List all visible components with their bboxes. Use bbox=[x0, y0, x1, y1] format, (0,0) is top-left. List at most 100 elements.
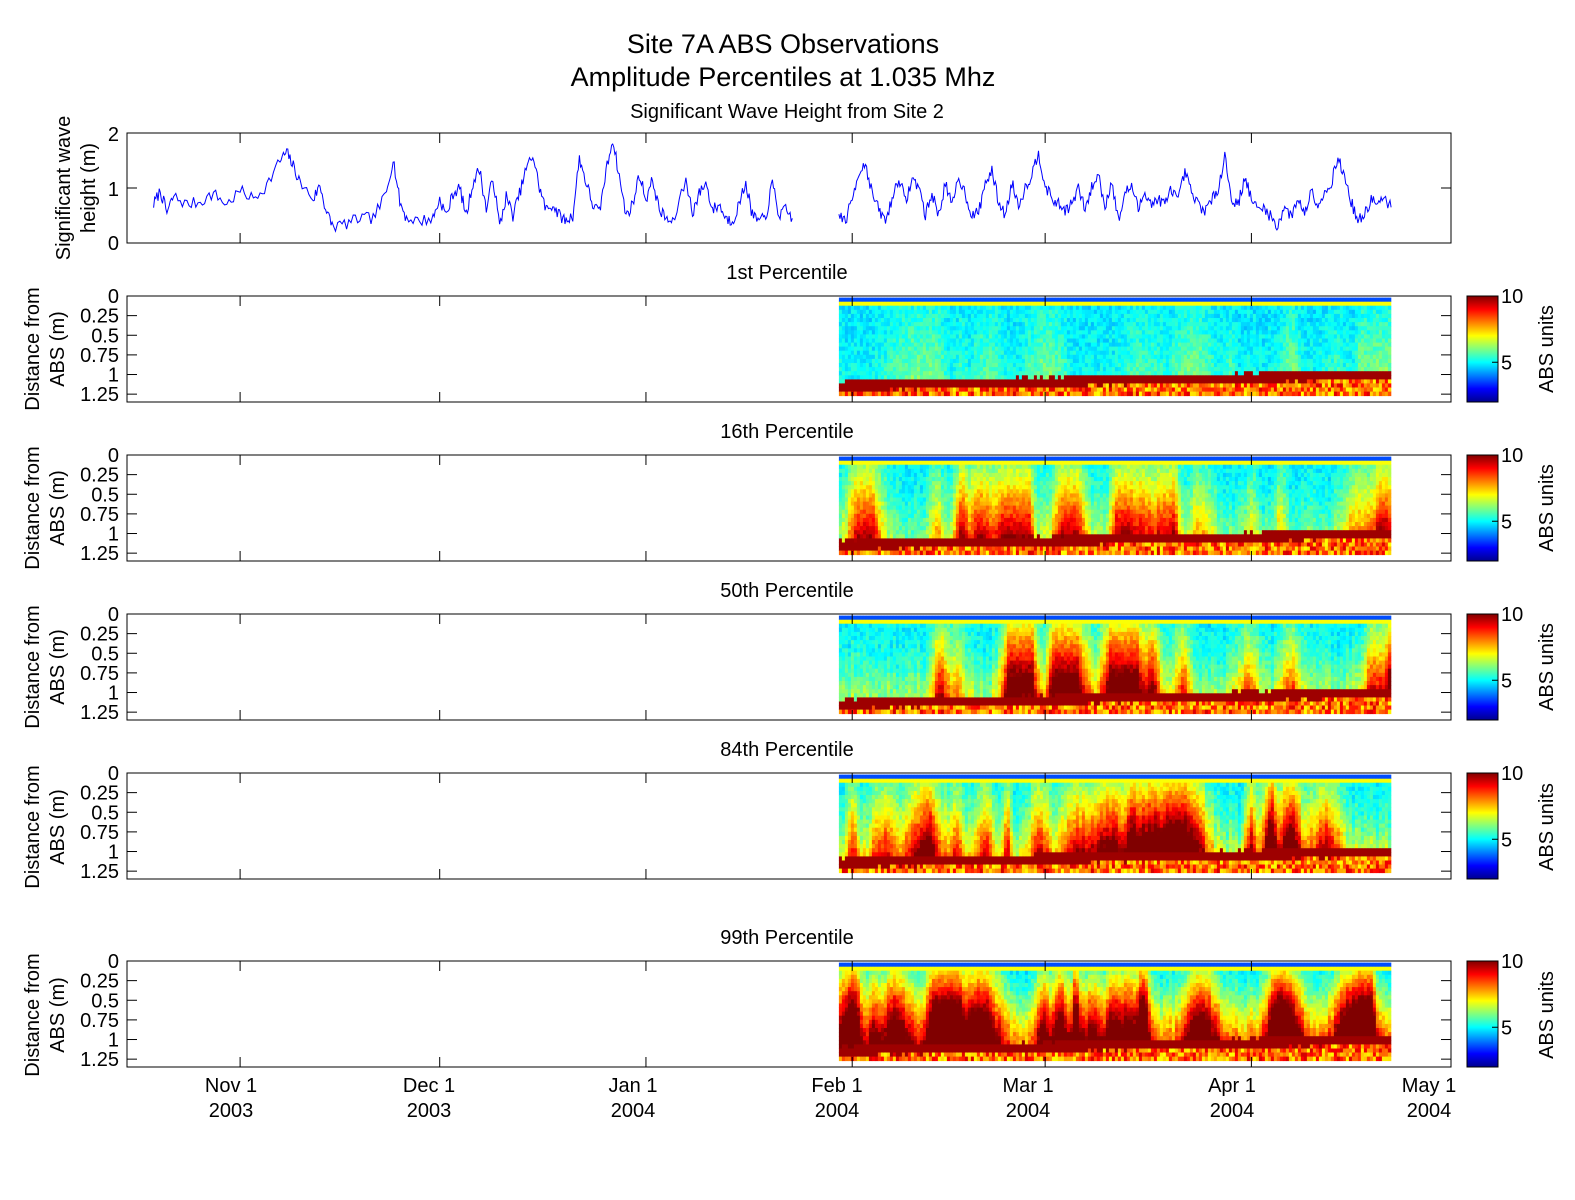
heatmap-cell bbox=[1087, 379, 1092, 384]
heatmap-cell bbox=[1342, 379, 1347, 384]
heatmap-cell bbox=[865, 522, 870, 527]
heatmap-cell bbox=[979, 375, 984, 380]
heatmap-cell bbox=[1348, 297, 1353, 303]
heatmap-cell bbox=[1360, 301, 1365, 307]
heatmap-cell bbox=[1162, 301, 1167, 307]
heatmap-cell bbox=[973, 383, 978, 388]
heatmap-cell bbox=[1372, 375, 1377, 380]
heatmap-cell bbox=[1144, 309, 1149, 315]
heatmap-cell bbox=[1090, 330, 1095, 335]
heatmap-cell bbox=[1087, 309, 1092, 315]
heatmap-cell bbox=[907, 338, 912, 343]
heatmap-cell bbox=[1012, 297, 1017, 303]
heatmap-cell bbox=[1174, 391, 1179, 397]
heatmap-cell bbox=[1222, 338, 1227, 343]
heatmap-cell bbox=[1114, 334, 1119, 339]
heatmap-cell bbox=[892, 338, 897, 343]
heatmap-cell bbox=[1342, 330, 1347, 335]
heatmap-cell bbox=[988, 313, 993, 319]
heatmap-cell bbox=[1204, 383, 1209, 388]
heatmap-cell bbox=[1324, 363, 1329, 368]
heatmap-cell bbox=[1057, 350, 1062, 356]
heatmap-cell bbox=[877, 526, 882, 531]
heatmap-cell bbox=[910, 322, 915, 327]
heatmap-cell bbox=[994, 326, 999, 331]
heatmap-cell bbox=[1348, 334, 1353, 339]
heatmap-cell bbox=[1282, 371, 1287, 376]
heatmap-cell bbox=[1330, 375, 1335, 380]
heatmap-cell bbox=[1210, 338, 1215, 343]
heatmap-cell bbox=[1135, 297, 1140, 303]
heatmap-cell bbox=[1351, 354, 1356, 360]
heatmap-cell bbox=[838, 477, 843, 482]
heatmap-cell bbox=[1033, 350, 1038, 356]
heatmap-cell bbox=[970, 383, 975, 388]
heatmap-cell bbox=[1165, 305, 1170, 311]
heatmap-cell bbox=[853, 346, 858, 352]
heatmap-cell bbox=[1321, 346, 1326, 352]
heatmap-cell bbox=[1324, 346, 1329, 352]
heatmap-cell bbox=[1342, 318, 1347, 323]
heatmap-cell bbox=[1306, 301, 1311, 307]
heatmap-cell bbox=[1276, 375, 1281, 380]
heatmap-cell bbox=[886, 375, 891, 380]
heatmap-cell bbox=[847, 546, 852, 551]
heatmap-cell bbox=[901, 326, 906, 331]
heatmap-cell bbox=[1234, 379, 1239, 384]
heatmap-cell bbox=[952, 354, 957, 360]
heatmap-cell bbox=[1075, 371, 1080, 376]
heatmap-cell bbox=[1153, 387, 1158, 392]
heatmap-cell bbox=[1015, 363, 1020, 368]
heatmap-cell bbox=[1084, 297, 1089, 303]
heatmap-cell bbox=[883, 379, 888, 384]
heatmap-cell bbox=[883, 342, 888, 348]
heatmap-cell bbox=[865, 318, 870, 323]
heatmap-cell bbox=[931, 338, 936, 343]
heatmap-cell bbox=[868, 342, 873, 348]
heatmap-cell bbox=[1021, 350, 1026, 356]
heatmap-cell bbox=[1354, 301, 1359, 307]
heatmap-cell bbox=[1102, 383, 1107, 388]
heatmap-cell bbox=[1015, 391, 1020, 397]
heatmap-cell bbox=[1324, 350, 1329, 356]
heatmap-cell bbox=[1057, 326, 1062, 331]
heatmap-cell bbox=[883, 301, 888, 307]
heatmap-cell bbox=[916, 363, 921, 368]
heatmap-cell bbox=[1378, 334, 1383, 339]
heatmap-cell bbox=[1105, 338, 1110, 343]
heatmap-cell bbox=[1075, 309, 1080, 315]
heatmap-cell bbox=[1198, 338, 1203, 343]
heatmap-cell bbox=[841, 346, 846, 352]
heatmap-cell bbox=[1222, 354, 1227, 360]
heatmap-cell bbox=[958, 318, 963, 323]
heatmap-cell bbox=[865, 517, 870, 523]
heatmap-cell bbox=[1108, 346, 1113, 352]
heatmap-cell bbox=[901, 371, 906, 376]
heatmap-cell bbox=[1348, 305, 1353, 311]
heatmap-cell bbox=[1021, 297, 1026, 303]
heatmap-cell bbox=[1102, 391, 1107, 397]
heatmap-cell bbox=[862, 477, 867, 482]
heatmap-cell bbox=[1240, 305, 1245, 311]
heatmap-cell bbox=[1249, 354, 1254, 360]
heatmap-cell bbox=[1039, 387, 1044, 392]
heatmap-cell bbox=[1039, 342, 1044, 348]
heatmap-cell bbox=[1384, 354, 1389, 360]
heatmap-cell bbox=[1306, 391, 1311, 397]
heatmap-cell bbox=[1216, 346, 1221, 352]
heatmap-cell bbox=[910, 375, 915, 380]
heatmap-cell bbox=[1063, 342, 1068, 348]
heatmap-cell bbox=[1015, 367, 1020, 372]
heatmap-cell bbox=[982, 383, 987, 388]
heatmap-cell bbox=[877, 346, 882, 352]
heatmap-cell bbox=[1264, 322, 1269, 327]
heatmap-cell bbox=[997, 326, 1002, 331]
heatmap-cell bbox=[1159, 309, 1164, 315]
heatmap-cell bbox=[1357, 391, 1362, 397]
heatmap-cell bbox=[1291, 326, 1296, 331]
heatmap-cell bbox=[937, 371, 942, 376]
heatmap-cell bbox=[1384, 350, 1389, 356]
heatmap-cell bbox=[1375, 318, 1380, 323]
heatmap-cell bbox=[1156, 330, 1161, 335]
heatmap-cell bbox=[1165, 346, 1170, 352]
